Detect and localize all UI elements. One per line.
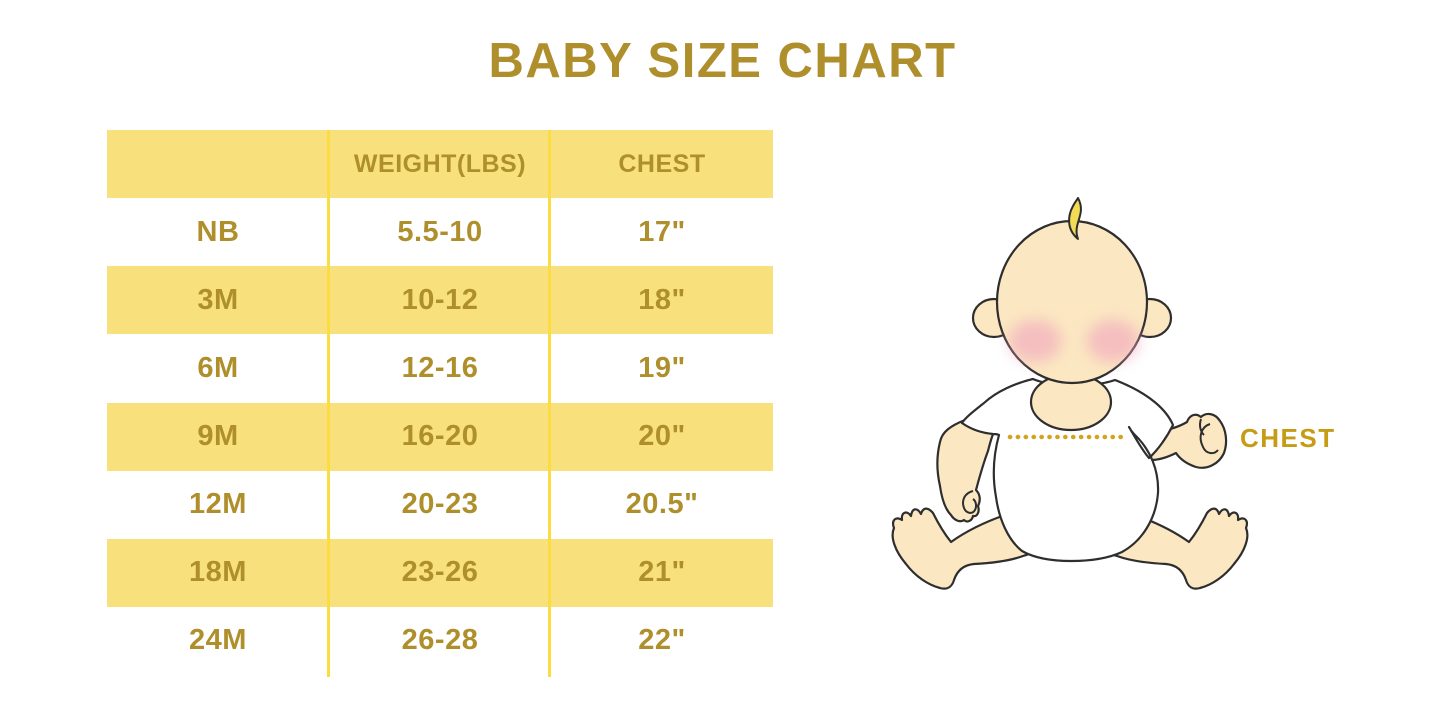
table-header-row: WEIGHT(LBS) CHEST (107, 130, 773, 199)
weight-cell: 10-12 (401, 283, 479, 316)
chest-cell: 20" (638, 420, 686, 453)
baby-right-arm (1149, 412, 1228, 469)
size-cell: 6M (197, 351, 239, 384)
page-title: BABY SIZE CHART (488, 34, 957, 88)
baby-right-fist-curl (1199, 423, 1219, 455)
baby-illustration (870, 170, 1350, 650)
chest-cell: 20.5" (625, 488, 699, 521)
baby-onesie-body (960, 377, 1175, 563)
baby-svg (891, 197, 1249, 590)
baby-right-thumb-line (1199, 418, 1205, 436)
baby-left-hand-fingers (962, 490, 978, 514)
size-cell: NB (196, 215, 240, 248)
weight-cell: 26-28 (401, 624, 479, 657)
size-cell: 24M (189, 624, 247, 657)
table-row: 18M 23-26 21" (107, 538, 773, 607)
baby-left-leg (891, 507, 1039, 590)
table-row: 9M 16-20 20" (107, 402, 773, 471)
baby-left-arm (936, 418, 996, 523)
weight-cell: 16-20 (401, 420, 479, 453)
chest-cell: 21" (638, 556, 686, 589)
column-divider (548, 130, 551, 677)
weight-cell: 12-16 (401, 351, 479, 384)
column-divider (327, 130, 330, 677)
size-cell: 18M (189, 556, 247, 589)
header-cell-size (107, 130, 329, 198)
chest-cell: 19" (638, 351, 686, 384)
baby-hair-tuft (1068, 197, 1082, 240)
size-cell: 3M (197, 283, 239, 316)
table-row: 6M 12-16 19" (107, 334, 773, 402)
table-row: NB 5.5-10 17" (107, 198, 773, 266)
weight-cell: 5.5-10 (397, 215, 483, 248)
chest-cell: 22" (638, 624, 686, 657)
size-cell: 12M (189, 488, 247, 521)
table-row: 3M 10-12 18" (107, 266, 773, 335)
table-row: 12M 20-23 20.5" (107, 471, 773, 539)
baby-blush-cheeks (1009, 320, 1139, 362)
table-row: 24M 26-28 22" (107, 607, 773, 675)
baby-arms (936, 412, 1228, 523)
chest-measurement-label: CHEST (1240, 423, 1336, 453)
chest-cell: 17" (638, 215, 686, 248)
chest-cell: 18" (638, 283, 686, 316)
baby-legs (891, 507, 1249, 590)
weight-cell: 20-23 (401, 488, 479, 521)
size-chart-table: WEIGHT(LBS) CHEST NB 5.5-10 17" 3M 10-12… (107, 130, 773, 677)
header-cell-weight: WEIGHT(LBS) (353, 149, 527, 178)
weight-cell: 23-26 (401, 556, 479, 589)
size-cell: 9M (197, 420, 239, 453)
header-cell-chest: CHEST (618, 149, 706, 178)
